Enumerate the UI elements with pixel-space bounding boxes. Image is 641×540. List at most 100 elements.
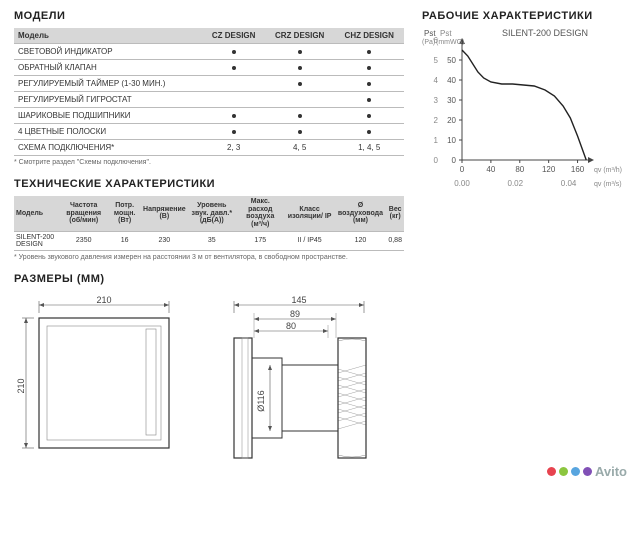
models-cell	[202, 44, 265, 60]
spec-cell: 35	[188, 231, 236, 250]
svg-text:(mmWG): (mmWG)	[436, 39, 464, 46]
svg-text:40: 40	[486, 165, 495, 174]
spec-heading: ТЕХНИЧЕСКИЕ ХАРАКТЕРИСТИКИ	[14, 178, 404, 190]
avito-dot-4	[583, 467, 592, 476]
avito-dot-1	[547, 467, 556, 476]
models-cell	[334, 44, 404, 60]
models-cell	[334, 124, 404, 140]
svg-text:30: 30	[447, 96, 456, 105]
spec-footnote: * Уровень звукового давления измерен на …	[14, 254, 404, 261]
svg-text:qv (m³/h): qv (m³/h)	[594, 167, 622, 174]
models-cell	[265, 92, 335, 108]
models-cell	[202, 76, 265, 92]
svg-text:0: 0	[460, 165, 465, 174]
spec-header: Макс. расход воздуха(м³/ч)	[236, 196, 285, 231]
avito-dot-3	[571, 467, 580, 476]
spec-cell: II / IP45	[285, 231, 335, 250]
models-cell	[202, 92, 265, 108]
models-cell	[265, 76, 335, 92]
avito-text: Avito	[595, 464, 627, 479]
svg-text:10: 10	[447, 136, 456, 145]
spec-cell: 2350	[59, 231, 108, 250]
dim-side-89: 89	[290, 309, 300, 319]
models-cell	[334, 92, 404, 108]
spec-header: Потр. мощн.(Вт)	[108, 196, 141, 231]
svg-text:80: 80	[515, 165, 524, 174]
spec-header: Ø воздуховода(мм)	[335, 196, 387, 231]
dim-side-80: 80	[286, 321, 296, 331]
dim-duct-diameter: Ø116	[256, 390, 266, 411]
models-row-label: ШАРИКОВЫЕ ПОДШИПНИКИ	[14, 108, 202, 124]
models-footnote: * Смотрите раздел "Схемы подключения".	[14, 159, 404, 166]
spec-header: Частота вращения(об/мин)	[59, 196, 108, 231]
svg-text:(Pa): (Pa)	[422, 39, 435, 46]
avito-dot-2	[559, 467, 568, 476]
spec-header: Напряжение(В)	[141, 196, 188, 231]
models-col-crz: CRZ DESIGN	[265, 28, 335, 44]
spec-cell: 16	[108, 231, 141, 250]
models-cell: 4, 5	[265, 140, 335, 156]
spec-header: Класс изоляции/ IP	[285, 196, 335, 231]
svg-text:160: 160	[571, 165, 585, 174]
models-cell	[334, 60, 404, 76]
spec-header: Уровень звук. давл.*(дБ(А))	[188, 196, 236, 231]
svg-text:40: 40	[447, 76, 456, 85]
front-view-drawing: 210 210	[14, 293, 184, 465]
svg-text:0.04: 0.04	[561, 179, 577, 188]
models-row-label: 4 ЦВЕТНЫЕ ПОЛОСКИ	[14, 124, 202, 140]
svg-text:Pst: Pst	[440, 29, 452, 38]
models-col-model: Модель	[14, 28, 202, 44]
models-cell	[265, 44, 335, 60]
performance-chart: 010203040500123456040801201600.000.020.0…	[422, 28, 627, 225]
models-cell	[265, 60, 335, 76]
spec-header: Вес(кг)	[386, 196, 404, 231]
models-col-cz: CZ DESIGN	[202, 28, 265, 44]
svg-text:0: 0	[434, 156, 439, 165]
models-table: Модель CZ DESIGN CRZ DESIGN CHZ DESIGN С…	[14, 28, 404, 156]
svg-text:SILENT-200 DESIGN: SILENT-200 DESIGN	[502, 28, 588, 38]
avito-watermark: Avito	[547, 464, 627, 479]
models-cell	[202, 124, 265, 140]
svg-text:5: 5	[434, 56, 439, 65]
svg-text:0: 0	[452, 156, 457, 165]
svg-text:20: 20	[447, 116, 456, 125]
dim-side-depth: 145	[291, 295, 306, 305]
spec-cell: 0,88	[386, 231, 404, 250]
models-cell: 1, 4, 5	[334, 140, 404, 156]
spec-cell: 230	[141, 231, 188, 250]
spec-cell: SILENT-200 DESIGN	[14, 231, 59, 250]
svg-text:qv (m³/s): qv (m³/s)	[594, 181, 622, 188]
spec-table: МодельЧастота вращения(об/мин)Потр. мощн…	[14, 196, 404, 251]
models-row-label: РЕГУЛИРУЕМЫЙ ГИГРОСТАТ	[14, 92, 202, 108]
models-heading: МОДЕЛИ	[14, 10, 404, 22]
models-cell	[334, 76, 404, 92]
svg-text:50: 50	[447, 56, 456, 65]
models-row-label: СВЕТОВОЙ ИНДИКАТОР	[14, 44, 202, 60]
svg-text:0.02: 0.02	[508, 179, 524, 188]
spec-cell: 175	[236, 231, 285, 250]
svg-text:4: 4	[434, 76, 439, 85]
svg-text:0.00: 0.00	[454, 179, 470, 188]
models-cell	[265, 108, 335, 124]
svg-text:120: 120	[542, 165, 556, 174]
svg-text:1: 1	[434, 136, 439, 145]
dim-front-width: 210	[96, 295, 111, 305]
models-row-label: СХЕМА ПОДКЛЮЧЕНИЯ*	[14, 140, 202, 156]
side-view-drawing: 145 89 80	[214, 293, 374, 465]
perf-heading: РАБОЧИЕ ХАРАКТЕРИСТИКИ	[422, 10, 627, 22]
models-row-label: РЕГУЛИРУЕМЫЙ ТАЙМЕР (1-30 МИН.)	[14, 76, 202, 92]
models-cell	[265, 124, 335, 140]
models-cell: 2, 3	[202, 140, 265, 156]
spec-cell: 120	[335, 231, 387, 250]
models-cell	[202, 60, 265, 76]
models-col-chz: CHZ DESIGN	[334, 28, 404, 44]
dim-front-height: 210	[16, 378, 26, 393]
svg-text:2: 2	[434, 116, 439, 125]
svg-text:Pst: Pst	[424, 29, 436, 38]
svg-text:3: 3	[434, 96, 439, 105]
dims-heading: РАЗМЕРЫ (ММ)	[14, 273, 404, 285]
models-row-label: ОБРАТНЫЙ КЛАПАН	[14, 60, 202, 76]
models-cell	[202, 108, 265, 124]
spec-header: Модель	[14, 196, 59, 231]
models-cell	[334, 108, 404, 124]
